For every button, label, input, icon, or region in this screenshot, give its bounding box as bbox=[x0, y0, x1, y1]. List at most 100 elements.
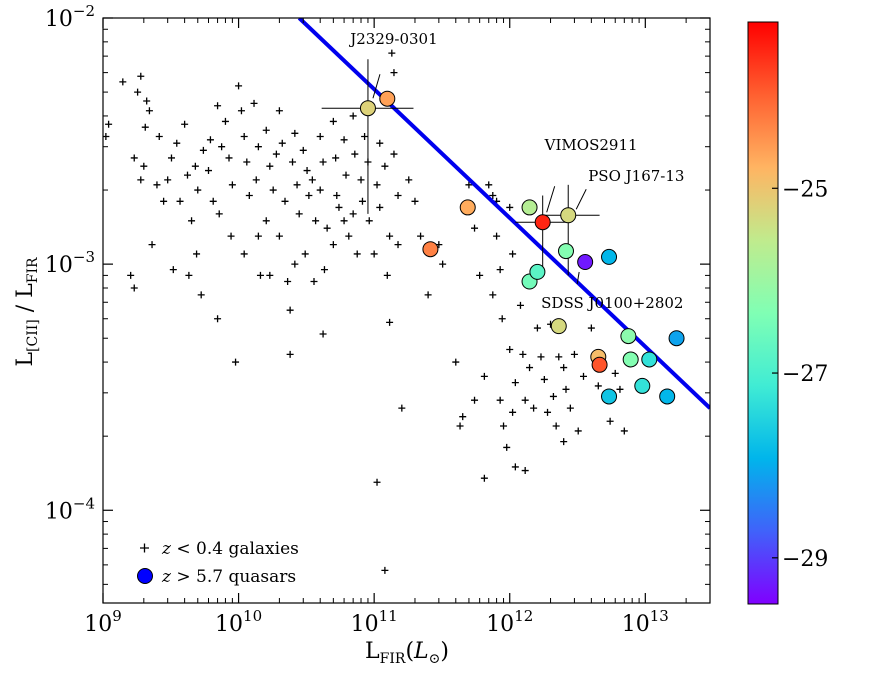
galaxy-point bbox=[521, 467, 529, 475]
galaxy-point bbox=[188, 217, 196, 225]
legend-plus-marker bbox=[140, 543, 149, 553]
legend-entry-quasars: z > 5.7 quasars bbox=[137, 567, 296, 587]
x-axis-label: LFIR(L⊙) bbox=[365, 639, 449, 667]
galaxy-point bbox=[439, 260, 447, 268]
galaxy-point bbox=[301, 250, 309, 258]
quasar-point bbox=[641, 351, 658, 368]
galaxy-point bbox=[308, 176, 316, 184]
annotation-label: PSO J167-13 bbox=[588, 167, 684, 185]
plot-frame bbox=[102, 17, 711, 604]
legend-circle-marker bbox=[137, 568, 153, 584]
galaxy-point bbox=[381, 566, 389, 574]
galaxy-point bbox=[134, 88, 142, 96]
galaxy-point bbox=[345, 232, 353, 240]
galaxy-point bbox=[335, 203, 343, 211]
galaxy-point bbox=[506, 345, 514, 353]
galaxy-point bbox=[394, 241, 402, 249]
quasar-point bbox=[550, 318, 567, 335]
galaxy-point bbox=[373, 181, 381, 189]
galaxy-point bbox=[137, 176, 145, 184]
legend-entry-galaxies: z < 0.4 galaxies bbox=[140, 539, 299, 559]
legend: z < 0.4 galaxies z > 5.7 quasars bbox=[137, 539, 299, 587]
galaxy-point bbox=[266, 271, 274, 279]
galaxy-point bbox=[411, 197, 419, 205]
axes: 109 1010 1011 1012 1013 10−4 10−3 10−2 bbox=[45, 2, 710, 637]
colorbar-gradient bbox=[747, 21, 779, 605]
galaxy-point bbox=[329, 117, 337, 125]
quasar-point bbox=[622, 351, 639, 368]
galaxy-point bbox=[526, 364, 534, 372]
galaxy-point bbox=[295, 210, 303, 218]
galaxy-point bbox=[262, 126, 270, 134]
legend-quasars-label: z > 5.7 quasars bbox=[161, 567, 296, 587]
annotation-label: VIMOS2911 bbox=[544, 136, 638, 154]
galaxy-point bbox=[281, 197, 289, 205]
galaxy-point bbox=[616, 385, 624, 393]
galaxy-point bbox=[291, 129, 299, 137]
galaxy-point bbox=[145, 107, 153, 115]
x-tick-label: 1011 bbox=[351, 607, 398, 637]
galaxy-point bbox=[250, 99, 258, 107]
galaxy-point bbox=[181, 120, 189, 128]
galaxy-point bbox=[332, 154, 340, 162]
galaxy-point bbox=[361, 133, 369, 141]
galaxy-point bbox=[286, 306, 294, 314]
colorbar-ticks: −25 −27 −29 bbox=[772, 177, 828, 572]
galaxy-point bbox=[611, 369, 619, 377]
galaxy-point bbox=[240, 250, 248, 258]
quasar-point bbox=[620, 328, 637, 345]
galaxy-point bbox=[254, 143, 262, 151]
galaxy-point bbox=[503, 443, 511, 451]
galaxy-point bbox=[570, 350, 578, 358]
galaxy-point bbox=[215, 210, 223, 218]
galaxy-point bbox=[358, 197, 366, 205]
quasar-point bbox=[668, 330, 685, 347]
quasar-point bbox=[601, 248, 618, 265]
galaxy-point bbox=[424, 291, 432, 299]
galaxy-point bbox=[140, 162, 148, 170]
galaxy-point bbox=[143, 97, 151, 105]
galaxy-point bbox=[319, 158, 327, 166]
quasar-point bbox=[591, 356, 608, 373]
galaxy-point bbox=[489, 291, 497, 299]
galaxy-point bbox=[537, 353, 545, 361]
galaxy-point bbox=[386, 232, 394, 240]
galaxy-point bbox=[164, 176, 172, 184]
galaxy-point bbox=[303, 167, 311, 175]
galaxy-point bbox=[214, 102, 222, 110]
galaxy-point bbox=[269, 186, 277, 194]
galaxies-series bbox=[103, 49, 628, 574]
quasar-point bbox=[359, 100, 376, 117]
quasar-point bbox=[659, 388, 676, 405]
galaxy-point bbox=[373, 478, 381, 486]
galaxy-point bbox=[105, 120, 113, 128]
fit-line bbox=[297, 18, 710, 410]
colorbar-tick-label: −25 bbox=[782, 177, 828, 202]
galaxy-point bbox=[485, 181, 493, 189]
galaxy-point bbox=[284, 278, 292, 286]
galaxy-point bbox=[394, 192, 402, 200]
galaxy-point bbox=[509, 408, 517, 416]
plot-area bbox=[103, 18, 710, 574]
galaxy-point bbox=[480, 474, 488, 482]
quasar-point bbox=[422, 241, 439, 258]
galaxy-point bbox=[471, 224, 479, 232]
galaxy-point bbox=[493, 232, 501, 240]
quasar-point bbox=[560, 207, 577, 224]
quasar-point bbox=[577, 254, 594, 271]
galaxy-point bbox=[459, 413, 467, 421]
galaxy-point bbox=[544, 408, 552, 416]
galaxy-point bbox=[167, 154, 175, 162]
galaxy-point bbox=[498, 315, 506, 323]
galaxy-point bbox=[381, 162, 389, 170]
galaxy-point bbox=[240, 133, 248, 141]
galaxy-point bbox=[383, 271, 391, 279]
galaxy-point bbox=[185, 271, 193, 279]
galaxy-point bbox=[353, 250, 361, 258]
galaxy-point bbox=[549, 392, 557, 400]
galaxy-point bbox=[155, 133, 163, 141]
annotation-pointer bbox=[576, 271, 580, 285]
galaxy-point bbox=[286, 350, 294, 358]
galaxy-point bbox=[506, 203, 514, 211]
